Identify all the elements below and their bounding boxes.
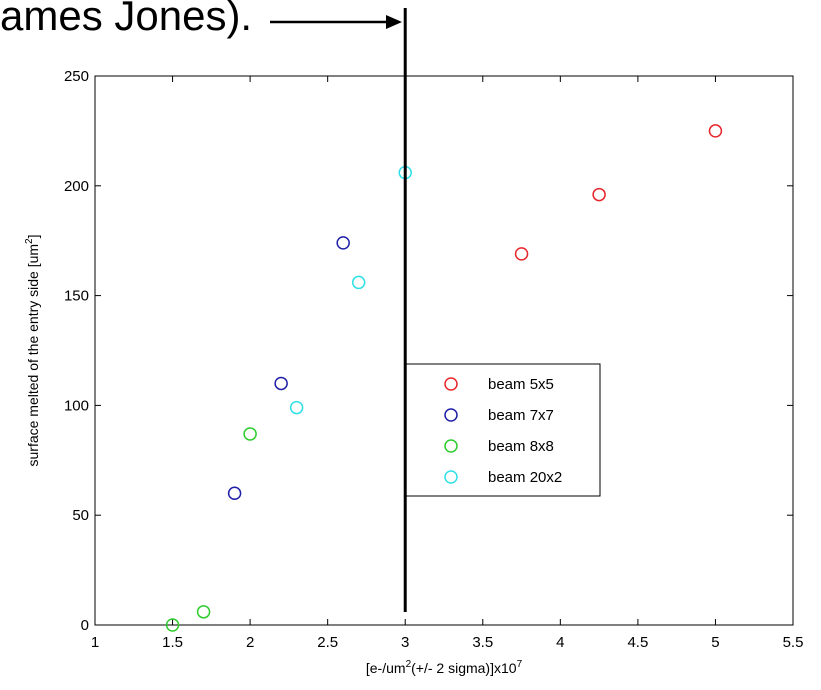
x-tick-label: 1 — [91, 634, 99, 651]
legend-entry: beam 7x7 — [488, 407, 554, 424]
legend-entry: beam 8x8 — [488, 438, 554, 455]
plot-area — [94, 75, 794, 626]
y-tick-label: 150 — [64, 288, 89, 305]
scatter-point — [336, 236, 350, 250]
caption-text: ames Jones). — [0, 0, 252, 39]
x-tick-label: 4 — [556, 634, 564, 651]
scatter-point — [274, 376, 288, 391]
x-tick-label: 4.5 — [627, 634, 648, 651]
y-tick-label: 200 — [64, 178, 89, 195]
x-tick-label: 2.5 — [317, 634, 338, 651]
x-tick-label: 5.5 — [783, 634, 804, 651]
axis-ticks — [94, 75, 794, 626]
y-tick-label: 50 — [72, 507, 89, 524]
y-tick-label: 0 — [81, 617, 89, 634]
legend-marker — [444, 408, 458, 422]
x-tick-labels: 1 1.5 2 2.5 3 3.5 4 4.5 5 5.5 — [91, 634, 804, 651]
caption-arrow — [270, 15, 402, 29]
y-tick-label: 250 — [64, 68, 89, 85]
legend-marker — [444, 439, 458, 453]
legend-entry: beam 20x2 — [488, 469, 562, 486]
legend-box — [405, 363, 601, 497]
x-tick-label: 3.5 — [472, 634, 493, 651]
y-axis-label: surface melted of the entry side [um2] — [24, 234, 41, 466]
x-axis-label: [e-/um2(+/- 2 sigma)]x107 — [366, 659, 523, 676]
scatter-point — [227, 486, 242, 500]
scatter-point — [196, 605, 211, 619]
scatter-point — [592, 187, 606, 202]
scatter-point — [243, 427, 257, 441]
x-tick-label: 2 — [246, 634, 254, 651]
y-tick-labels: 0 50 100 150 200 250 — [64, 68, 89, 634]
legend: beam 5x5 beam 7x7 beam 8x8 beam 20x2 — [405, 363, 601, 497]
scatter-point — [708, 124, 723, 138]
data-points — [165, 124, 723, 632]
legend-marker — [444, 377, 458, 391]
scatter-point — [289, 400, 304, 415]
scatter-point — [514, 247, 529, 261]
x-tick-label: 5 — [711, 634, 719, 651]
y-tick-label: 100 — [64, 397, 89, 414]
x-tick-label: 3 — [401, 634, 409, 651]
x-tick-label: 1.5 — [162, 634, 183, 651]
scatter-point — [165, 618, 180, 632]
legend-marker — [444, 470, 458, 484]
scatter-point — [351, 275, 366, 290]
legend-entry: beam 5x5 — [488, 376, 554, 393]
